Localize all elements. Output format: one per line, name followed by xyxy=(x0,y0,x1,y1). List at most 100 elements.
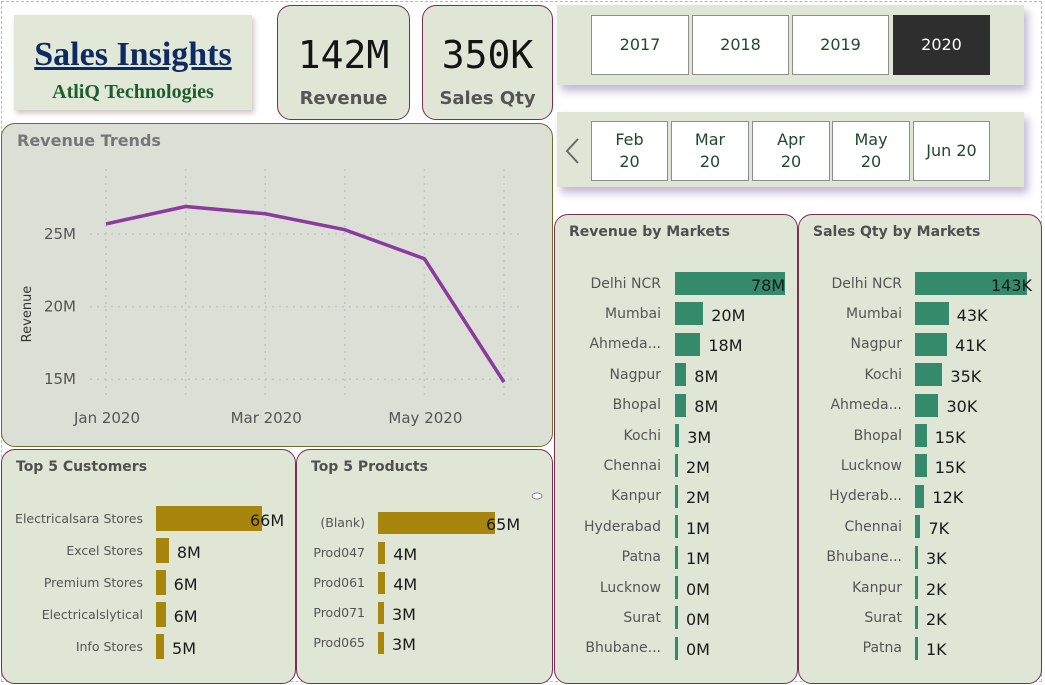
bar[interactable] xyxy=(915,272,1027,295)
bar-value-label: 66M xyxy=(250,510,285,530)
bar[interactable] xyxy=(915,424,927,447)
bar[interactable] xyxy=(915,454,927,478)
bar[interactable] xyxy=(915,545,918,569)
bar-value-label: 43K xyxy=(956,305,988,325)
bar[interactable] xyxy=(675,363,687,387)
bar[interactable] xyxy=(915,302,949,326)
revenue-by-markets-card[interactable]: Revenue by Markets Delhi NCR 78M Mumbai 20M… xyxy=(554,214,798,684)
bar[interactable] xyxy=(675,636,678,660)
bar[interactable] xyxy=(915,484,925,508)
sales-qty-kpi-value: 350K xyxy=(441,33,534,77)
bar-category-label: Electricalsara Stores xyxy=(15,510,143,526)
bar-category-label: Surat xyxy=(864,609,902,626)
more-options-icon[interactable] xyxy=(531,492,543,500)
bar[interactable] xyxy=(915,636,918,660)
bar-value-label: 6M xyxy=(173,606,198,626)
bar-value-label: 3M xyxy=(392,635,416,654)
bar[interactable] xyxy=(156,506,262,531)
y-tick-label: 15M xyxy=(44,370,76,388)
bar[interactable] xyxy=(915,332,948,356)
bar-value-label: 1K xyxy=(926,640,947,660)
top-customers-title: Top 5 Customers xyxy=(16,459,148,475)
year-option-2019[interactable]: 2019 xyxy=(792,15,889,75)
bar-category-label: Ahmeda... xyxy=(830,397,902,414)
bar-value-label: 20M xyxy=(711,305,746,325)
bar-value-label: 1M xyxy=(686,518,710,538)
bar[interactable] xyxy=(915,363,943,387)
bar[interactable] xyxy=(915,515,921,539)
x-tick-label: Jan 2020 xyxy=(73,409,140,427)
year-option-2020[interactable]: 2020 xyxy=(893,15,990,75)
bar[interactable] xyxy=(378,632,384,654)
chevron-left-icon[interactable] xyxy=(563,136,583,166)
bar[interactable] xyxy=(675,606,678,630)
month-option-may-20[interactable]: May 20 xyxy=(832,121,910,181)
top-products-card[interactable]: Top 5 Products (Blank) 65M Prod047 4M Prod06… xyxy=(296,449,553,684)
bar[interactable] xyxy=(915,576,918,599)
revenue-trends-title: Revenue Trends xyxy=(17,131,161,150)
revenue-trends-card[interactable]: Revenue Trends Revenue 15M 20M 25M Jan 2020… xyxy=(1,123,553,447)
bar-category-label: Nagpur xyxy=(850,336,902,353)
sales-qty-kpi-label: Sales Qty xyxy=(439,88,536,109)
bar-value-label: 8M xyxy=(694,397,719,417)
bar-value-label: 2K xyxy=(926,579,947,599)
top-customers-card[interactable]: Top 5 Customers Electricalsara Stores 66M… xyxy=(1,449,296,684)
bar-category-label: Prod065 xyxy=(313,635,365,650)
bar[interactable] xyxy=(675,393,687,417)
bar[interactable] xyxy=(378,542,386,564)
bar[interactable] xyxy=(378,602,384,624)
bar-category-label: Delhi NCR xyxy=(831,275,902,292)
bar-value-label: 3K xyxy=(926,549,947,569)
month-option-feb-20[interactable]: Feb 20 xyxy=(591,121,668,181)
x-tick-label: May 2020 xyxy=(388,409,462,427)
sales-qty-kpi-card[interactable]: 350K Sales Qty xyxy=(422,5,553,120)
revenue-trend-line[interactable] xyxy=(105,204,506,384)
bar-category-label: Chennai xyxy=(603,457,661,474)
bar[interactable] xyxy=(675,484,678,508)
bar-category-label: Kochi xyxy=(864,366,902,383)
revenue-kpi-card[interactable]: 142M Revenue xyxy=(277,5,410,120)
month-option-jun-20[interactable]: Jun 20 xyxy=(913,121,990,181)
bar[interactable] xyxy=(156,570,166,595)
sales-qty-by-markets-card[interactable]: Sales Qty by Markets Delhi NCR 143K Mumbai… xyxy=(798,214,1042,684)
bar-value-label: 2M xyxy=(686,488,710,508)
bar-category-label: Patna xyxy=(621,549,661,566)
bar-value-label: 2K xyxy=(926,609,947,629)
bar[interactable] xyxy=(156,602,166,627)
bar[interactable] xyxy=(378,512,495,534)
bar-value-label: 8M xyxy=(694,366,719,386)
bar[interactable] xyxy=(675,332,701,356)
bar-value-label: 15K xyxy=(934,427,966,447)
bar-value-label: 143K xyxy=(991,275,1033,295)
bar-category-label: Premium Stores xyxy=(43,574,143,590)
bar[interactable] xyxy=(675,424,680,447)
bar[interactable] xyxy=(675,272,785,295)
bar-category-label: Nagpur xyxy=(609,366,661,383)
year-option-2017[interactable]: 2017 xyxy=(591,15,689,75)
app-title: Sales Insights xyxy=(34,36,232,73)
month-option-apr-20[interactable]: Apr 20 xyxy=(752,121,830,181)
month-option-mar-20[interactable]: Mar 20 xyxy=(671,121,749,181)
bar-value-label: 3M xyxy=(392,605,416,624)
bar-category-label: Electricalslytical xyxy=(41,606,143,622)
bar-value-label: 8M xyxy=(176,542,201,562)
bar-category-label: Kanpur xyxy=(852,579,902,596)
bar-category-label: Prod071 xyxy=(313,605,365,620)
bar[interactable] xyxy=(156,538,169,563)
y-tick-label: 25M xyxy=(44,225,76,243)
year-option-2018[interactable]: 2018 xyxy=(692,15,789,75)
bar[interactable] xyxy=(915,393,939,417)
bar[interactable] xyxy=(675,545,678,569)
bar[interactable] xyxy=(675,302,704,326)
bar[interactable] xyxy=(156,634,165,659)
bar[interactable] xyxy=(915,606,918,630)
revenue-by-markets-title: Revenue by Markets xyxy=(569,224,730,240)
revenue-trends-chart: Revenue 15M 20M 25M Jan 2020 Mar 2020 May 202… xyxy=(20,169,520,427)
bar-category-label: Excel Stores xyxy=(66,542,143,558)
bar[interactable] xyxy=(675,454,678,478)
bar[interactable] xyxy=(675,576,678,599)
bar-value-label: 15K xyxy=(934,457,966,477)
bar[interactable] xyxy=(378,572,386,594)
bar[interactable] xyxy=(675,515,678,539)
bar-category-label: Delhi NCR xyxy=(590,275,661,292)
